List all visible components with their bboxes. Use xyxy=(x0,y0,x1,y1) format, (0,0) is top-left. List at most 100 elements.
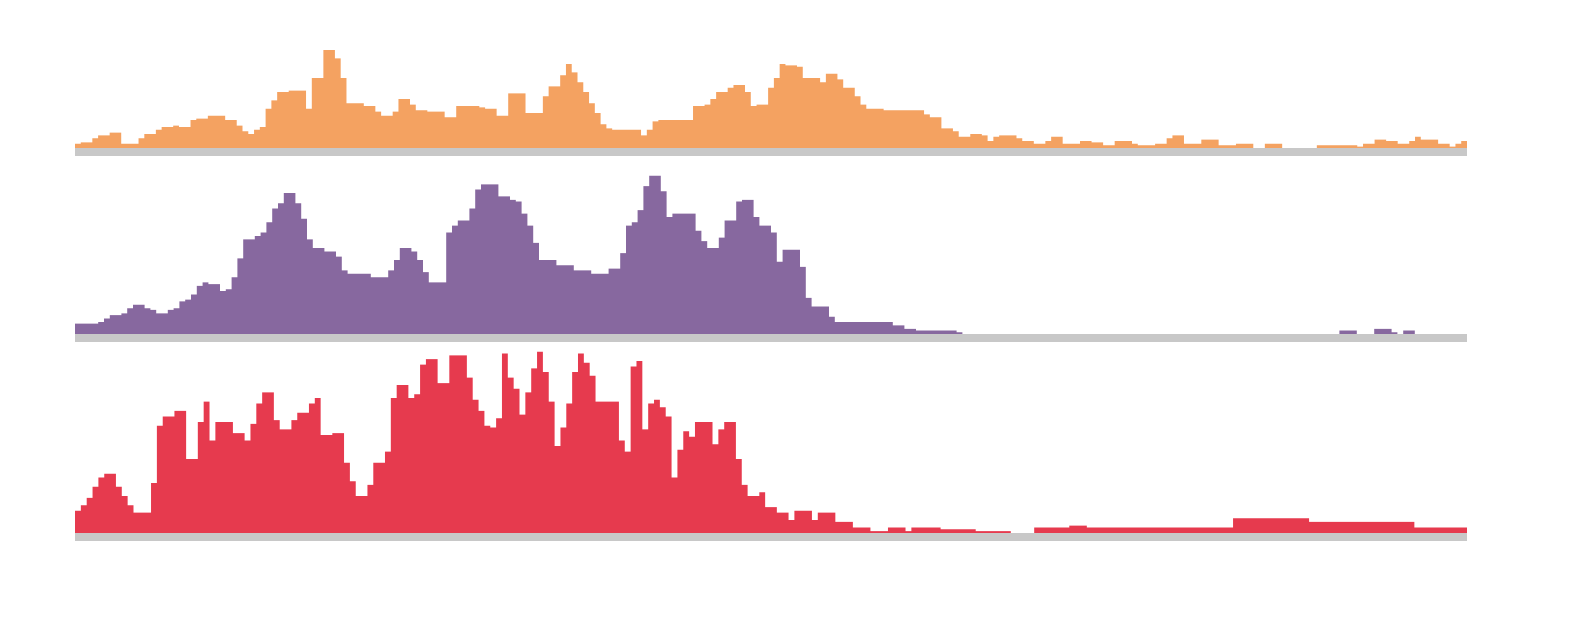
track-1-bin xyxy=(1086,141,1092,148)
track-3-bin xyxy=(1116,527,1122,533)
track-1-bin xyxy=(728,88,734,148)
track-3-bin xyxy=(1432,527,1438,533)
track-3-bin xyxy=(613,402,619,533)
track-3-bin xyxy=(403,385,409,533)
track-3-bin xyxy=(882,531,888,533)
track-3-bin xyxy=(1227,527,1233,533)
track-1-bin xyxy=(878,109,884,148)
track-2-bin xyxy=(272,208,278,334)
track-3-bin xyxy=(128,505,134,533)
track-3-bin xyxy=(525,392,531,533)
track-1-bin xyxy=(468,106,474,148)
track-3-bin xyxy=(625,452,631,533)
track-1-bin xyxy=(462,106,468,148)
track-3-bin xyxy=(578,354,584,533)
track-2-bin xyxy=(690,214,696,334)
track-1-bin xyxy=(837,79,843,148)
track-3-bin xyxy=(350,481,356,533)
track-3-bin xyxy=(514,389,520,533)
track-1-bin xyxy=(491,109,497,148)
track-1-bin xyxy=(1016,138,1022,148)
track-3-bin xyxy=(689,437,695,533)
track-3-bin xyxy=(941,529,947,533)
track-2-bin xyxy=(429,282,435,334)
track-2-bin xyxy=(475,190,481,334)
track-2-bin xyxy=(284,193,290,334)
track-1-bin xyxy=(774,78,780,148)
track-1-bin xyxy=(1450,147,1456,148)
track-3-bin xyxy=(1338,522,1344,533)
track-1-bin xyxy=(855,96,861,148)
track-3-bin xyxy=(742,485,748,533)
track-1-bin xyxy=(1034,144,1040,148)
track-3-bin xyxy=(1426,527,1432,533)
track-3-bin xyxy=(1280,518,1286,533)
track-1-bin xyxy=(1080,141,1086,148)
track-3-bin xyxy=(1239,518,1245,533)
track-1-bin xyxy=(751,106,757,148)
track-1-bin xyxy=(502,116,508,148)
track-1-bin xyxy=(1242,144,1248,148)
track-3-bin xyxy=(1391,522,1397,533)
track-1-bin xyxy=(809,78,815,148)
track-3-bin xyxy=(245,441,251,534)
track-2-bin xyxy=(580,270,586,334)
track-3-bin xyxy=(133,513,139,533)
track-2-bin xyxy=(719,238,725,334)
track-1-bin xyxy=(1207,140,1213,148)
track-3-bin xyxy=(584,363,590,533)
track-1-bin xyxy=(1328,145,1334,148)
track-2-bin xyxy=(342,270,348,334)
track-3-bin xyxy=(1438,527,1444,533)
track-3-bin xyxy=(1221,527,1227,533)
track-3-bin xyxy=(344,463,350,533)
track-2-bin xyxy=(696,231,702,334)
track-3-bin xyxy=(707,422,713,533)
track-3-bin xyxy=(520,415,526,533)
track-1-bin xyxy=(1392,141,1398,148)
track-2-bin xyxy=(730,220,736,334)
track-3-bin xyxy=(1362,522,1368,533)
track-1-bin xyxy=(606,128,612,148)
track-3-bin xyxy=(654,400,660,533)
track-2-bin xyxy=(75,324,81,334)
track-2-bin xyxy=(324,251,330,334)
track-1-bin xyxy=(381,116,387,148)
track-2-bin xyxy=(1374,329,1380,334)
track-2-bin xyxy=(81,324,87,334)
track-3-bin xyxy=(1104,527,1110,533)
track-1-bin xyxy=(658,120,664,148)
track-2-bin xyxy=(208,284,214,334)
track-1-bin xyxy=(1346,145,1352,148)
track-3-bin xyxy=(847,522,853,533)
track-3-bin xyxy=(327,435,333,533)
track-1-bin xyxy=(572,72,578,148)
track-3-bin xyxy=(1403,522,1409,533)
track-1-bin xyxy=(1398,144,1404,148)
track-3-bin xyxy=(163,416,169,533)
track-2-bin xyxy=(458,220,464,334)
track-1-bin xyxy=(762,105,768,148)
track-1-bin xyxy=(1363,144,1369,148)
track-2-bin xyxy=(597,274,603,334)
track-2-bin xyxy=(678,214,684,334)
track-3-bin xyxy=(291,420,297,533)
track-1-bin xyxy=(866,109,872,148)
track-3-bin xyxy=(1414,527,1420,533)
track-3-bin xyxy=(268,392,274,533)
track-2-bin xyxy=(899,325,905,334)
track-1-bin xyxy=(1265,144,1271,148)
track-2-bin xyxy=(510,200,516,334)
track-3-bin xyxy=(958,529,964,533)
track-2-bin xyxy=(951,331,957,334)
track-3-bin xyxy=(1268,518,1274,533)
track-1-bin xyxy=(1432,140,1438,148)
track-2-bin xyxy=(817,306,823,334)
tracks-group xyxy=(75,50,1467,541)
track-1-bin xyxy=(537,113,543,148)
track-2-bin xyxy=(904,329,910,334)
track-1-bin xyxy=(1103,145,1109,148)
track-3-bin xyxy=(210,441,216,534)
track-2-bin xyxy=(945,331,951,334)
track-1-bin xyxy=(785,65,791,148)
